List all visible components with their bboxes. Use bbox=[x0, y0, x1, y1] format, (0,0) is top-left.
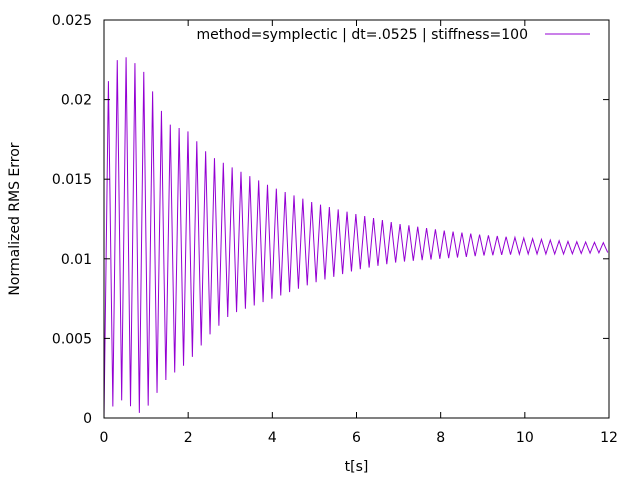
y-tick-label: 0.015 bbox=[52, 172, 92, 188]
x-tick-label: 2 bbox=[184, 430, 193, 446]
x-tick-label: 6 bbox=[352, 430, 361, 446]
x-tick-label: 0 bbox=[100, 430, 109, 446]
x-tick-label: 10 bbox=[516, 430, 534, 446]
legend-label: method=symplectic | dt=.0525 | stiffness… bbox=[197, 27, 528, 43]
x-tick-label: 4 bbox=[268, 430, 277, 446]
legend: method=symplectic | dt=.0525 | stiffness… bbox=[197, 27, 590, 43]
y-tick-label: 0 bbox=[83, 411, 92, 427]
y-tick-label: 0.02 bbox=[61, 93, 92, 109]
series-line bbox=[103, 57, 609, 419]
y-tick-label: 0.01 bbox=[61, 252, 92, 268]
x-axis-label: t[s] bbox=[345, 459, 369, 475]
x-tick-label: 8 bbox=[436, 430, 445, 446]
y-axis-label: Normalized RMS Error bbox=[7, 142, 23, 295]
y-tick-label: 0.005 bbox=[52, 331, 92, 347]
plot-layer bbox=[103, 57, 609, 419]
y-tick-label: 0.025 bbox=[52, 13, 92, 29]
x-tick-label: 12 bbox=[600, 430, 618, 446]
ticks-layer: 0 2 4 6 8 10 12 0 0.005 0.01 0.015 0.02 0.025 bbox=[52, 13, 618, 446]
